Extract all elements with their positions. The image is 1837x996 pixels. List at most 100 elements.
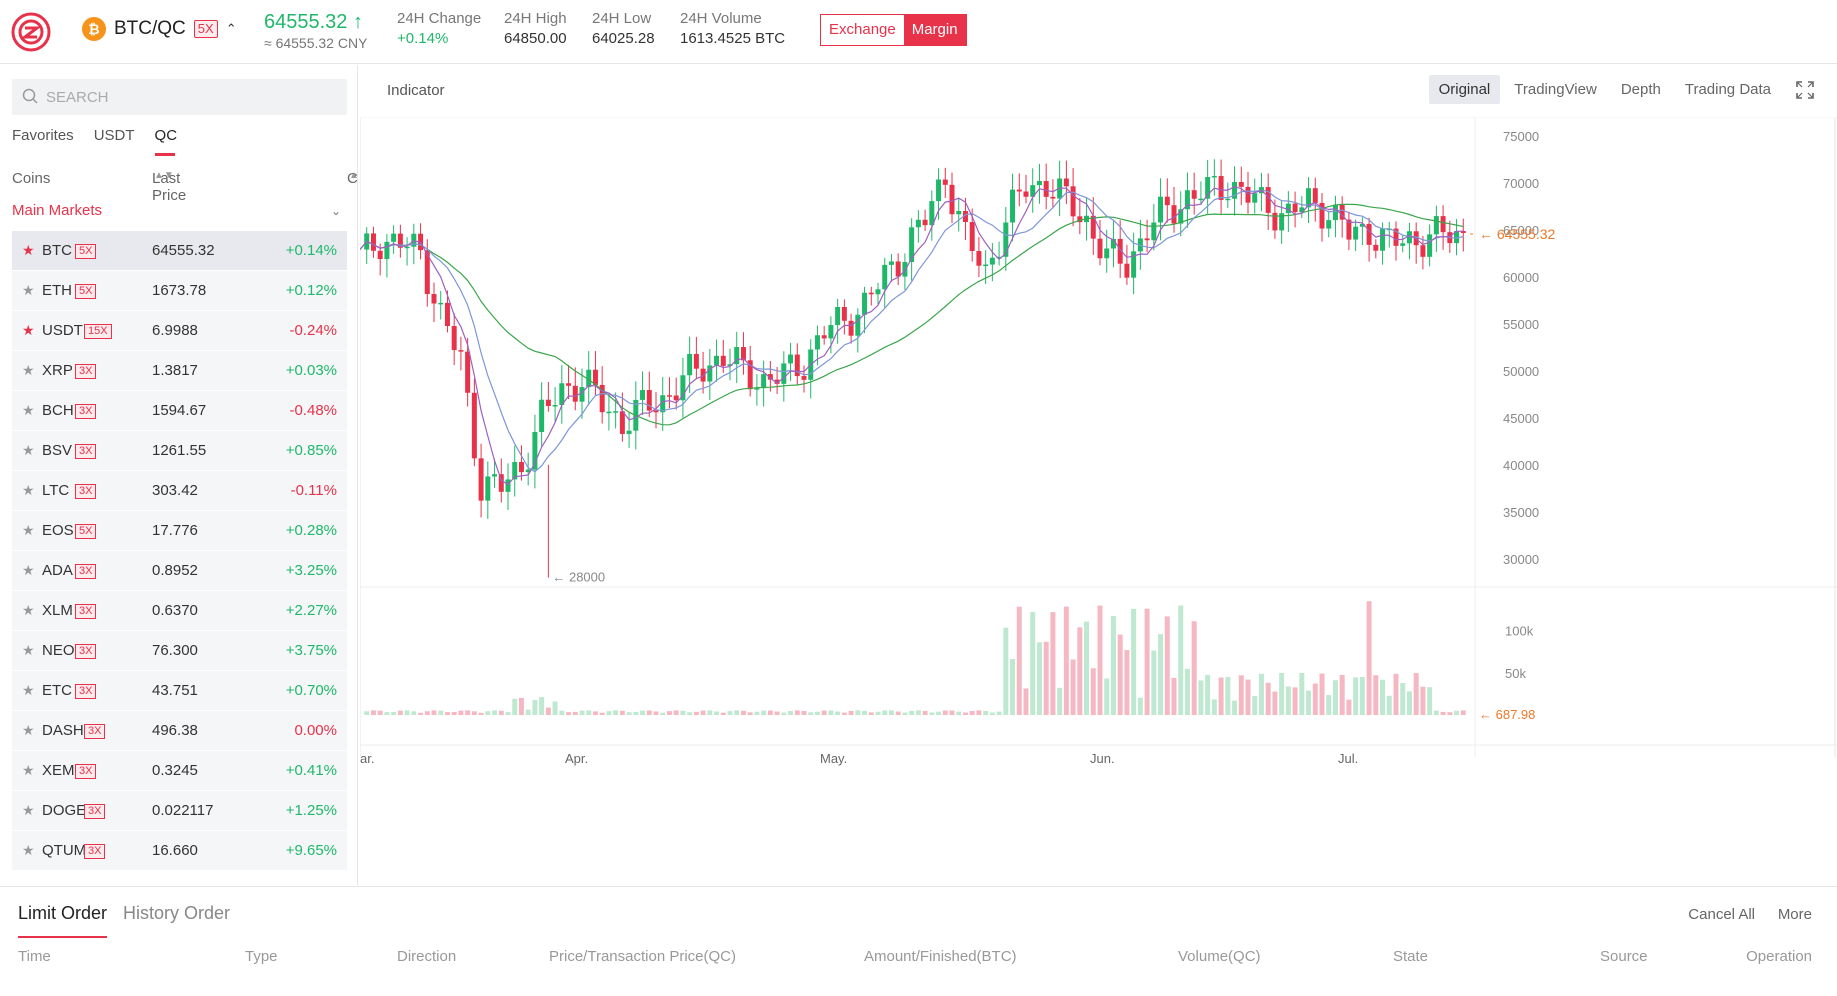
month-label: May. bbox=[820, 751, 847, 766]
favorite-star-icon[interactable]: ★ bbox=[22, 642, 35, 658]
coin-change: +0.14% bbox=[285, 242, 337, 259]
volume-bar bbox=[384, 712, 390, 715]
coin-row-xrp[interactable]: ★ XRP 3X 1.3817 +0.03% bbox=[12, 351, 347, 391]
volume-bar bbox=[996, 711, 1002, 715]
volume-bar bbox=[1164, 616, 1170, 715]
coin-row-ltc[interactable]: ★ LTC 3X 303.42 -0.11% bbox=[12, 471, 347, 511]
tab-limit-order[interactable]: Limit Order bbox=[18, 903, 108, 938]
candle-body bbox=[1225, 198, 1231, 201]
favorite-star-icon[interactable]: ★ bbox=[22, 242, 35, 258]
candle-body bbox=[680, 375, 686, 401]
favorite-star-icon[interactable]: ★ bbox=[22, 522, 35, 538]
volume-bar bbox=[1084, 621, 1090, 715]
exchange-mode-button[interactable]: Exchange bbox=[821, 15, 904, 45]
coin-row-usdt[interactable]: ★ USDT 15X 6.9988 -0.24% bbox=[12, 311, 347, 351]
favorite-star-icon[interactable]: ★ bbox=[22, 762, 35, 778]
coin-row-neo[interactable]: ★ NEO 3X 76.300 +3.75% bbox=[12, 631, 347, 671]
col-source: Source bbox=[1600, 948, 1648, 965]
coin-symbol: BSV bbox=[42, 442, 73, 459]
search-input[interactable] bbox=[46, 79, 336, 115]
favorite-star-icon[interactable]: ★ bbox=[22, 842, 35, 858]
coin-row-bsv[interactable]: ★ BSV 3X 1261.55 +0.85% bbox=[12, 431, 347, 471]
more-button[interactable]: More bbox=[1777, 906, 1812, 923]
coin-last-price: 16.660 bbox=[152, 842, 198, 859]
favorite-star-icon[interactable]: ★ bbox=[22, 442, 35, 458]
exchange-logo-icon[interactable] bbox=[11, 12, 51, 52]
candle-body bbox=[505, 479, 511, 492]
candle-body bbox=[1380, 228, 1386, 251]
favorite-star-icon[interactable]: ★ bbox=[22, 402, 35, 418]
view-original[interactable]: Original bbox=[1428, 75, 1501, 104]
fullscreen-icon[interactable] bbox=[1795, 80, 1815, 100]
volume-bar bbox=[397, 710, 403, 715]
coin-last-price: 1261.55 bbox=[152, 442, 207, 459]
favorite-star-icon[interactable]: ★ bbox=[22, 322, 35, 338]
pair-name: BTC/QC bbox=[114, 18, 186, 39]
coin-row-eth[interactable]: ★ ETH 5X 1673.78 +0.12% bbox=[12, 271, 347, 311]
volume-bar bbox=[888, 710, 894, 715]
favorite-star-icon[interactable]: ★ bbox=[22, 482, 35, 498]
coin-row-xlm[interactable]: ★ XLM 3X 0.6370 +2.27% bbox=[12, 591, 347, 631]
candle-body bbox=[1346, 219, 1352, 240]
coin-last-price: 17.776 bbox=[152, 522, 198, 539]
view-trading-data[interactable]: Trading Data bbox=[1684, 81, 1771, 98]
volume-bar bbox=[774, 711, 780, 715]
main-markets-group[interactable]: Main Markets ⌄ bbox=[12, 202, 347, 219]
favorite-star-icon[interactable]: ★ bbox=[22, 602, 35, 618]
search-icon bbox=[22, 88, 38, 104]
coin-row-ada[interactable]: ★ ADA 3X 0.8952 +3.25% bbox=[12, 551, 347, 591]
favorite-star-icon[interactable]: ★ bbox=[22, 802, 35, 818]
coin-row-doge[interactable]: ★ DOGE 3X 0.022117 +1.25% bbox=[12, 791, 347, 831]
candle-body bbox=[384, 241, 390, 260]
tab-history-order[interactable]: History Order bbox=[123, 903, 231, 923]
candle-body bbox=[774, 379, 780, 384]
candle-body bbox=[1319, 202, 1325, 229]
indicator-button[interactable]: Indicator bbox=[387, 82, 445, 99]
candle-body bbox=[653, 410, 659, 413]
coin-row-eos[interactable]: ★ EOS 5X 17.776 +0.28% bbox=[12, 511, 347, 551]
coin-row-btc[interactable]: ★ BTC 5X 64555.32 +0.14% bbox=[12, 231, 347, 271]
favorite-star-icon[interactable]: ★ bbox=[22, 722, 35, 738]
tab-usdt[interactable]: USDT bbox=[93, 127, 135, 144]
volume-bar bbox=[1144, 608, 1150, 715]
cancel-all-button[interactable]: Cancel All bbox=[1688, 906, 1755, 923]
favorite-star-icon[interactable]: ★ bbox=[22, 362, 35, 378]
candle-body bbox=[613, 411, 619, 413]
candle-body bbox=[788, 354, 794, 364]
volume-bar bbox=[1232, 700, 1238, 715]
coin-leverage-badge: 3X bbox=[84, 724, 106, 739]
candle-body bbox=[956, 211, 962, 215]
volume-bar bbox=[1319, 673, 1325, 715]
volume-bar bbox=[862, 710, 868, 715]
coin-row-qtum[interactable]: ★ QTUM 3X 16.660 +9.65% bbox=[12, 831, 347, 871]
pair-selector[interactable]: ₿ BTC/QC 5X ⌃ bbox=[82, 17, 237, 41]
volume-bar bbox=[962, 712, 968, 715]
view-depth[interactable]: Depth bbox=[1620, 81, 1661, 98]
view-tradingview[interactable]: TradingView bbox=[1514, 81, 1597, 98]
coin-row-xem[interactable]: ★ XEM 3X 0.3245 +0.41% bbox=[12, 751, 347, 791]
tab-favorites[interactable]: Favorites bbox=[12, 127, 74, 144]
candle-body bbox=[1124, 263, 1130, 278]
leverage-badge: 5X bbox=[193, 20, 218, 38]
coin-leverage-badge: 3X bbox=[75, 604, 97, 619]
favorite-star-icon[interactable]: ★ bbox=[22, 282, 35, 298]
favorite-star-icon[interactable]: ★ bbox=[22, 682, 35, 698]
coin-change: +9.65% bbox=[285, 842, 337, 859]
coin-row-bch[interactable]: ★ BCH 3X 1594.67 -0.48% bbox=[12, 391, 347, 431]
candlestick-chart[interactable]: 75000 70000 65000 60000 55000 50000 45000 40000… bbox=[360, 117, 1837, 885]
candle-body bbox=[498, 474, 504, 492]
margin-mode-button[interactable]: Margin bbox=[903, 15, 966, 45]
favorite-star-icon[interactable]: ★ bbox=[22, 562, 35, 578]
coin-row-dash[interactable]: ★ DASH 3X 496.38 0.00% bbox=[12, 711, 347, 751]
volume-bar bbox=[814, 711, 820, 715]
candle-body bbox=[761, 374, 767, 389]
coin-row-etc[interactable]: ★ ETC 3X 43.751 +0.70% bbox=[12, 671, 347, 711]
candle-body bbox=[1104, 248, 1110, 259]
candle-body bbox=[687, 353, 693, 376]
volume-bar bbox=[828, 710, 834, 715]
candle-body bbox=[1003, 222, 1009, 257]
candle-body bbox=[1090, 215, 1096, 239]
candle-body bbox=[1070, 186, 1076, 217]
tab-qc[interactable]: QC bbox=[154, 127, 177, 156]
candle-body bbox=[471, 392, 477, 459]
